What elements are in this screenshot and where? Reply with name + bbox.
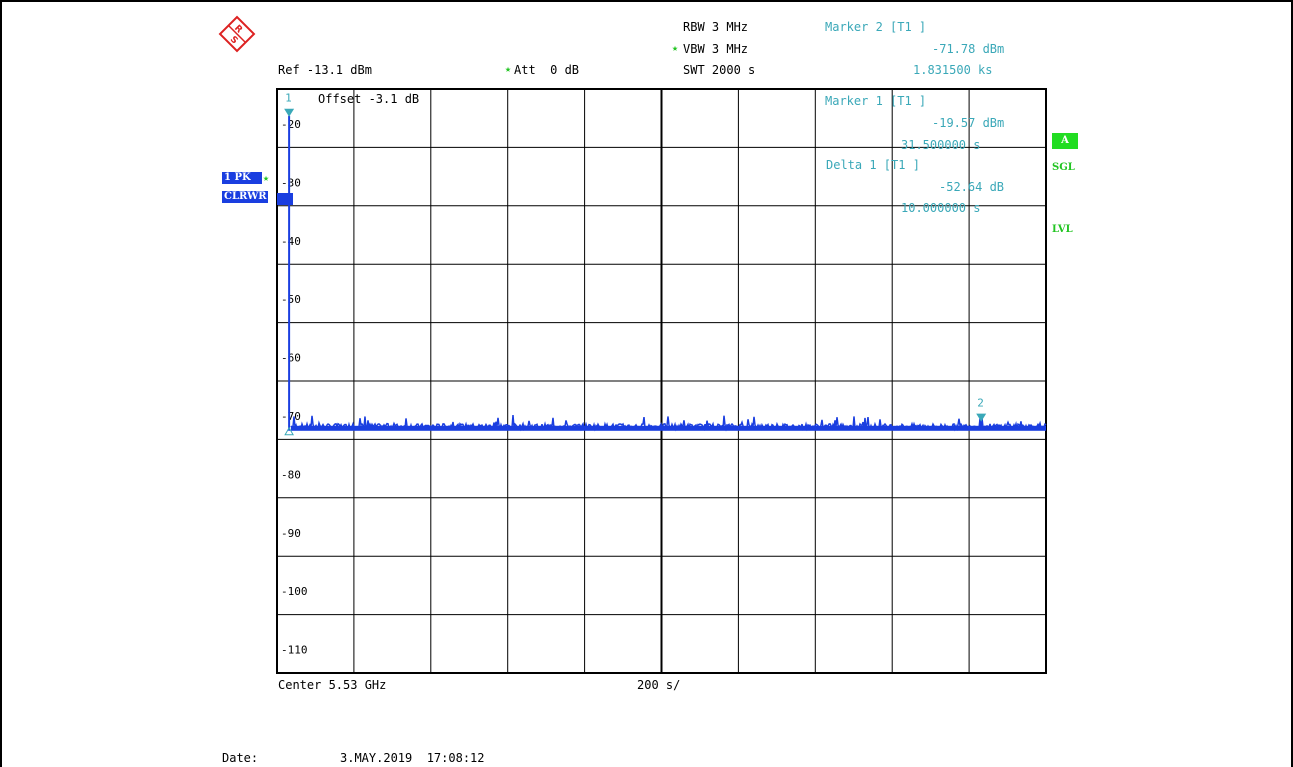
delta1-level: -52.64 dB bbox=[939, 180, 1005, 194]
y-tick-label: -70 bbox=[281, 410, 301, 423]
level-label: LVL bbox=[1052, 224, 1073, 235]
ref-level-readout: Ref -13.1 dBm bbox=[278, 63, 372, 77]
marker1-time: 31.500000 s bbox=[901, 138, 981, 152]
spectrum-trace bbox=[290, 415, 1047, 432]
marker-2-triangle bbox=[976, 413, 987, 422]
y-tick-label: -60 bbox=[281, 352, 301, 365]
swt-readout: SWT 2000 s bbox=[683, 63, 756, 77]
marker-1-triangle bbox=[284, 108, 295, 117]
marker2-level: -71.78 dBm bbox=[932, 42, 1005, 56]
marker2-time: 1.831500 ks bbox=[913, 63, 993, 77]
delta1-time: 10.000000 s bbox=[901, 201, 981, 215]
marker1-level: -19.57 dBm bbox=[932, 116, 1005, 130]
att-coupled-star: ★ bbox=[505, 64, 512, 75]
time-per-division-readout: 200 s/ bbox=[637, 678, 681, 692]
marker1-title: Marker 1 [T1 ] bbox=[825, 94, 927, 108]
date-label: Date: bbox=[222, 751, 259, 765]
trace-noise-band bbox=[291, 425, 1046, 431]
delta-reference-triangle bbox=[284, 426, 294, 436]
vbw-readout: VBW 3 MHz bbox=[683, 42, 749, 56]
trace-detector-label: 1 PK bbox=[222, 172, 262, 184]
plot-border bbox=[276, 88, 1047, 674]
attenuation-readout: Att 0 dB bbox=[514, 63, 580, 77]
trace-a-badge: A bbox=[1052, 133, 1078, 149]
marker-2-number: 2 bbox=[977, 397, 984, 410]
trace-mode-label: CLRWR bbox=[222, 191, 268, 203]
marker-1-number: 1 bbox=[285, 92, 292, 105]
y-tick-label: -80 bbox=[281, 468, 301, 481]
y-tick-label: -90 bbox=[281, 527, 301, 540]
vbw-coupled-star: ★ bbox=[672, 43, 679, 54]
marker2-title: Marker 2 [T1 ] bbox=[825, 20, 927, 34]
offset-readout: Offset -3.1 dB bbox=[318, 92, 420, 106]
y-tick-label: -40 bbox=[281, 235, 301, 248]
y-tick-label: -100 bbox=[281, 585, 308, 598]
delta1-title: Delta 1 [T1 ] bbox=[826, 158, 920, 172]
date-value: 3.MAY.2019 17:08:12 bbox=[340, 751, 485, 765]
center-frequency-readout: Center 5.53 GHz bbox=[278, 678, 387, 692]
rbw-readout: RBW 3 MHz bbox=[683, 20, 749, 34]
trace-start-block bbox=[277, 193, 293, 205]
trace-star: ★ bbox=[263, 173, 270, 184]
single-sweep-label: SGL bbox=[1052, 162, 1075, 173]
y-tick-label: -30 bbox=[281, 176, 301, 189]
y-tick-label: -110 bbox=[281, 644, 308, 657]
y-tick-label: -20 bbox=[281, 118, 301, 131]
y-tick-label: -50 bbox=[281, 293, 301, 306]
